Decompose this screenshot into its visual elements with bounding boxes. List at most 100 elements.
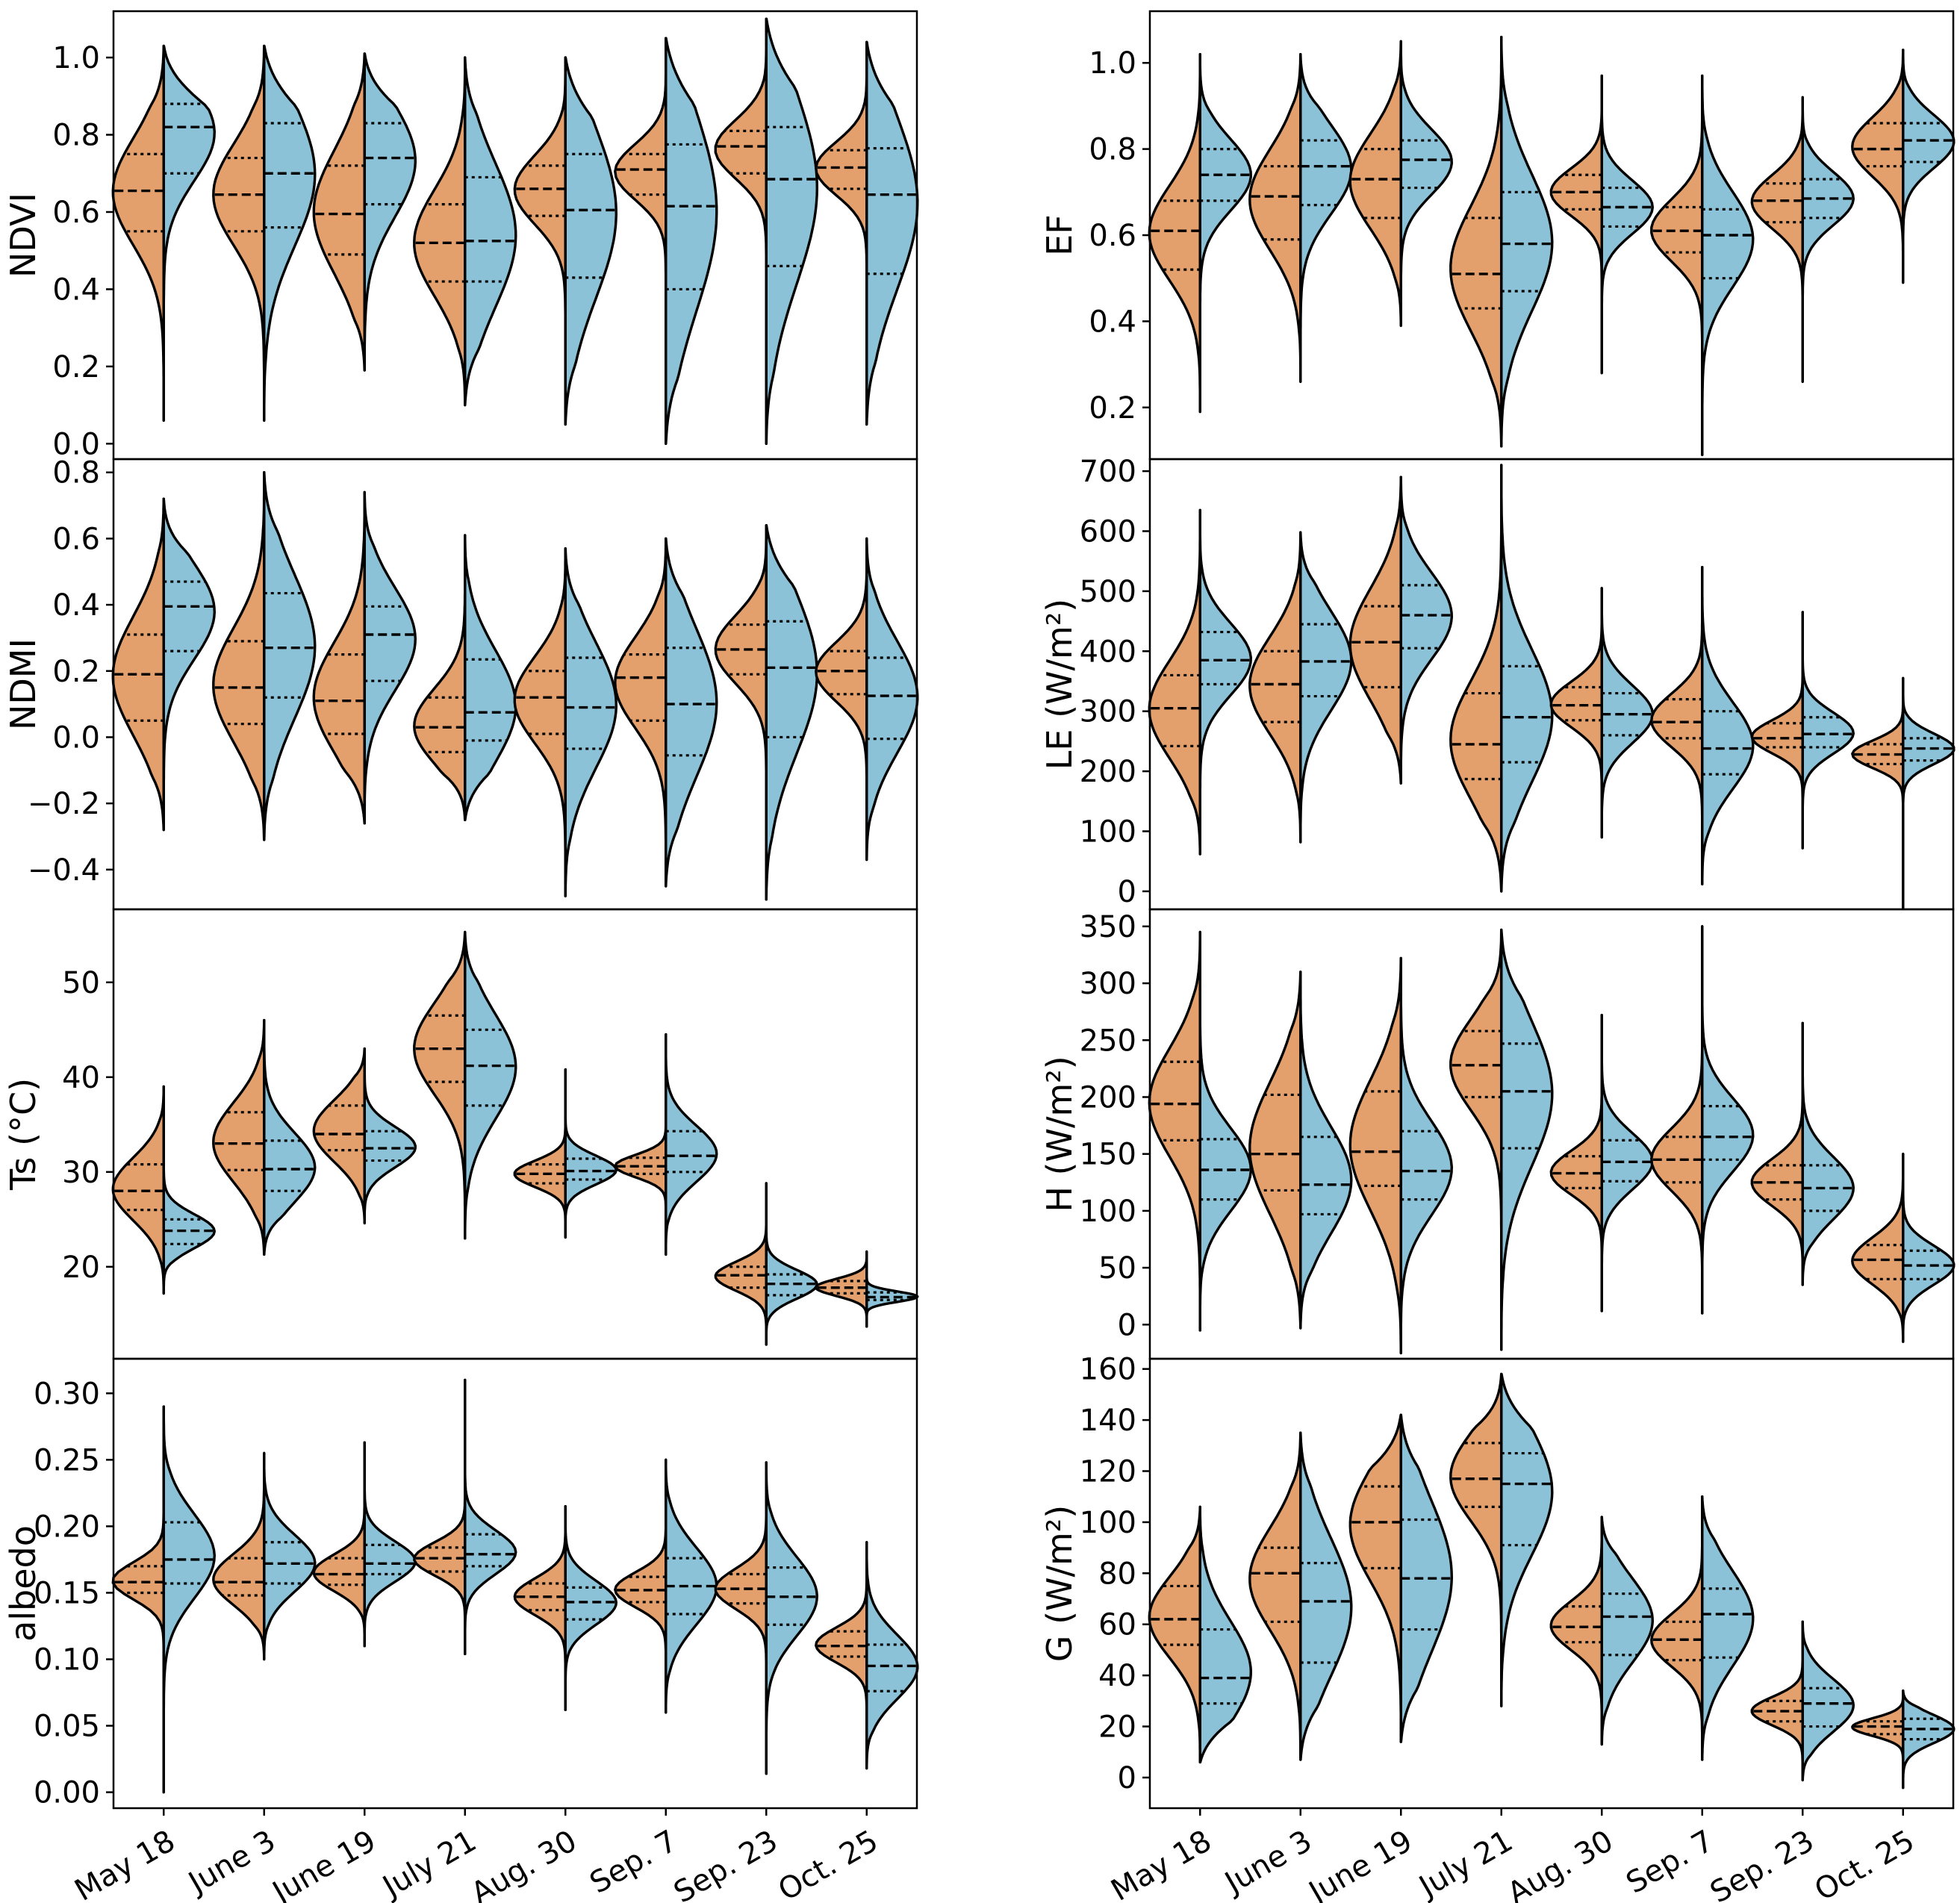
y-tick-label: 200 bbox=[1080, 755, 1136, 789]
y-tick-label: 60 bbox=[1098, 1608, 1136, 1642]
violin-left-albedo-3 bbox=[413, 1378, 467, 1656]
violin-left-ts-2 bbox=[312, 1047, 366, 1225]
x-tick-label: July 21 bbox=[1412, 1824, 1519, 1903]
y-tick-label: 0.20 bbox=[34, 1510, 100, 1544]
violin-right-ts-4 bbox=[564, 1068, 617, 1239]
x-tick-label: June 3 bbox=[181, 1824, 281, 1902]
violin-left-ndmi-5 bbox=[614, 537, 668, 888]
violin-left-ef-5 bbox=[1650, 74, 1704, 456]
y-tick-label: 0.10 bbox=[34, 1643, 100, 1678]
y-tick-label: 0.0 bbox=[52, 720, 100, 755]
violin-right-ndvi-5 bbox=[665, 37, 718, 446]
violin-left-ts-1 bbox=[212, 1018, 266, 1256]
violin-left-h-1 bbox=[1248, 971, 1302, 1330]
y-tick-label: 0.4 bbox=[52, 272, 100, 307]
violin-left-ndvi-3 bbox=[413, 56, 467, 407]
violin-right-albedo-4 bbox=[564, 1505, 617, 1711]
x-tick-label: Aug. 30 bbox=[1502, 1824, 1620, 1903]
x-tick-label: Sep. 7 bbox=[1620, 1824, 1719, 1901]
violin-left-ndmi-3 bbox=[413, 534, 467, 821]
y-tick-label: 350 bbox=[1080, 910, 1136, 944]
violin-right-ndvi-7 bbox=[865, 40, 919, 426]
violin-left-le-5 bbox=[1650, 566, 1704, 885]
violin-right-g-0 bbox=[1198, 1505, 1252, 1764]
violin-right-h-5 bbox=[1701, 925, 1755, 1315]
violin-right-ndmi-4 bbox=[564, 547, 617, 897]
violin-right-ndmi-0 bbox=[162, 497, 216, 832]
violin-left-ndvi-7 bbox=[815, 40, 868, 426]
y-tick-label: 100 bbox=[1080, 1506, 1136, 1540]
x-tick-label: Sep. 23 bbox=[668, 1824, 783, 1903]
y-tick-label: 0 bbox=[1118, 875, 1136, 909]
panel-ts: Ts (°C) 20 30 40 50 bbox=[3, 908, 919, 1360]
y-tick-label: 0.05 bbox=[34, 1710, 100, 1744]
y-axis-label-h: H (W/m²) bbox=[1039, 1056, 1080, 1212]
y-tick-label: 0.4 bbox=[52, 588, 100, 623]
violin-left-ts-7 bbox=[815, 1250, 868, 1328]
y-axis-label-le: LE (W/m²) bbox=[1039, 599, 1080, 770]
y-tick-label: 300 bbox=[1080, 695, 1136, 729]
violin-left-le-0 bbox=[1148, 508, 1201, 856]
violin-right-ndvi-2 bbox=[363, 52, 417, 372]
y-tick-label: 200 bbox=[1080, 1080, 1136, 1115]
violin-left-h-3 bbox=[1449, 928, 1503, 1351]
violin-left-ndmi-6 bbox=[714, 523, 768, 901]
violin-left-g-4 bbox=[1549, 1516, 1603, 1746]
violin-left-albedo-0 bbox=[111, 1405, 165, 1794]
violin-right-ndmi-1 bbox=[263, 471, 317, 841]
violin-right-albedo-1 bbox=[263, 1451, 317, 1661]
violin-left-ef-1 bbox=[1248, 52, 1302, 383]
y-tick-label: 0.25 bbox=[34, 1443, 100, 1477]
violin-right-ndvi-0 bbox=[162, 44, 216, 422]
violin-right-h-7 bbox=[1902, 1152, 1956, 1343]
y-tick-label: 100 bbox=[1080, 815, 1136, 849]
violin-right-ndmi-3 bbox=[464, 534, 517, 821]
y-tick-label: 0.2 bbox=[1089, 391, 1136, 426]
violin-left-ndmi-2 bbox=[312, 490, 366, 825]
y-axis-label-ts: Ts (°C) bbox=[3, 1078, 43, 1191]
violin-right-le-2 bbox=[1399, 476, 1453, 785]
y-tick-label: 30 bbox=[62, 1156, 100, 1190]
y-tick-label: 1.0 bbox=[1089, 46, 1136, 81]
violin-right-le-6 bbox=[1801, 611, 1855, 850]
y-axis-label-g: G (W/m²) bbox=[1039, 1505, 1080, 1662]
violin-right-g-2 bbox=[1399, 1413, 1453, 1743]
violin-right-ts-7 bbox=[865, 1250, 919, 1328]
y-axis-label-ndmi: NDMI bbox=[3, 638, 43, 730]
violin-right-ef-4 bbox=[1600, 74, 1654, 375]
y-tick-label: 40 bbox=[62, 1061, 100, 1095]
violin-left-ts-4 bbox=[513, 1068, 567, 1239]
y-tick-label: −0.2 bbox=[28, 787, 100, 821]
violin-right-ef-5 bbox=[1701, 74, 1755, 456]
violin-right-albedo-6 bbox=[765, 1461, 818, 1775]
y-tick-label: 160 bbox=[1080, 1353, 1136, 1387]
y-tick-label: 0.8 bbox=[52, 456, 100, 490]
y-tick-label: 0.0 bbox=[52, 427, 100, 461]
y-tick-label: 700 bbox=[1080, 455, 1136, 489]
y-axis-label-ef: EF bbox=[1039, 214, 1080, 256]
violin-right-g-5 bbox=[1701, 1495, 1755, 1761]
violin-right-le-5 bbox=[1701, 566, 1755, 885]
violin-left-h-5 bbox=[1650, 925, 1704, 1315]
violin-right-h-3 bbox=[1500, 928, 1554, 1351]
violin-right-ndmi-5 bbox=[665, 537, 718, 888]
violin-left-le-2 bbox=[1348, 476, 1402, 785]
panel-ndmi: NDMI −0.4 −0.2 0.0 0.2 0.4 0.6 0.8 bbox=[3, 456, 919, 911]
x-tick-label: May 18 bbox=[1106, 1824, 1218, 1903]
violin-right-g-3 bbox=[1500, 1372, 1554, 1707]
x-tick-label: June 3 bbox=[1218, 1824, 1318, 1902]
y-tick-label: 0.30 bbox=[34, 1377, 100, 1411]
x-tick-label: Sep. 23 bbox=[1705, 1824, 1820, 1903]
x-tick-label: July 21 bbox=[376, 1824, 482, 1903]
panel-albedo: albedo 0.00 0.05 0.10 0.15 0.20 0.25 0.30 May 18… bbox=[3, 1357, 919, 1903]
violin-right-g-6 bbox=[1801, 1620, 1855, 1782]
panel-h: H (W/m²) 0 50 100 150 200 250 300 350 bbox=[1039, 908, 1956, 1360]
violin-right-ndmi-7 bbox=[865, 537, 919, 862]
y-tick-label: 0.8 bbox=[52, 119, 100, 153]
panel-le: LE (W/m²) 0 100 200 300 400 500 600 700 bbox=[1039, 455, 1956, 911]
panel-frame-g bbox=[1148, 1357, 1955, 1810]
violin-left-ndvi-5 bbox=[614, 37, 668, 446]
panel-ef: EF 0.2 0.4 0.6 0.8 1.0 bbox=[1039, 10, 1956, 461]
violin-left-ts-6 bbox=[714, 1182, 768, 1346]
